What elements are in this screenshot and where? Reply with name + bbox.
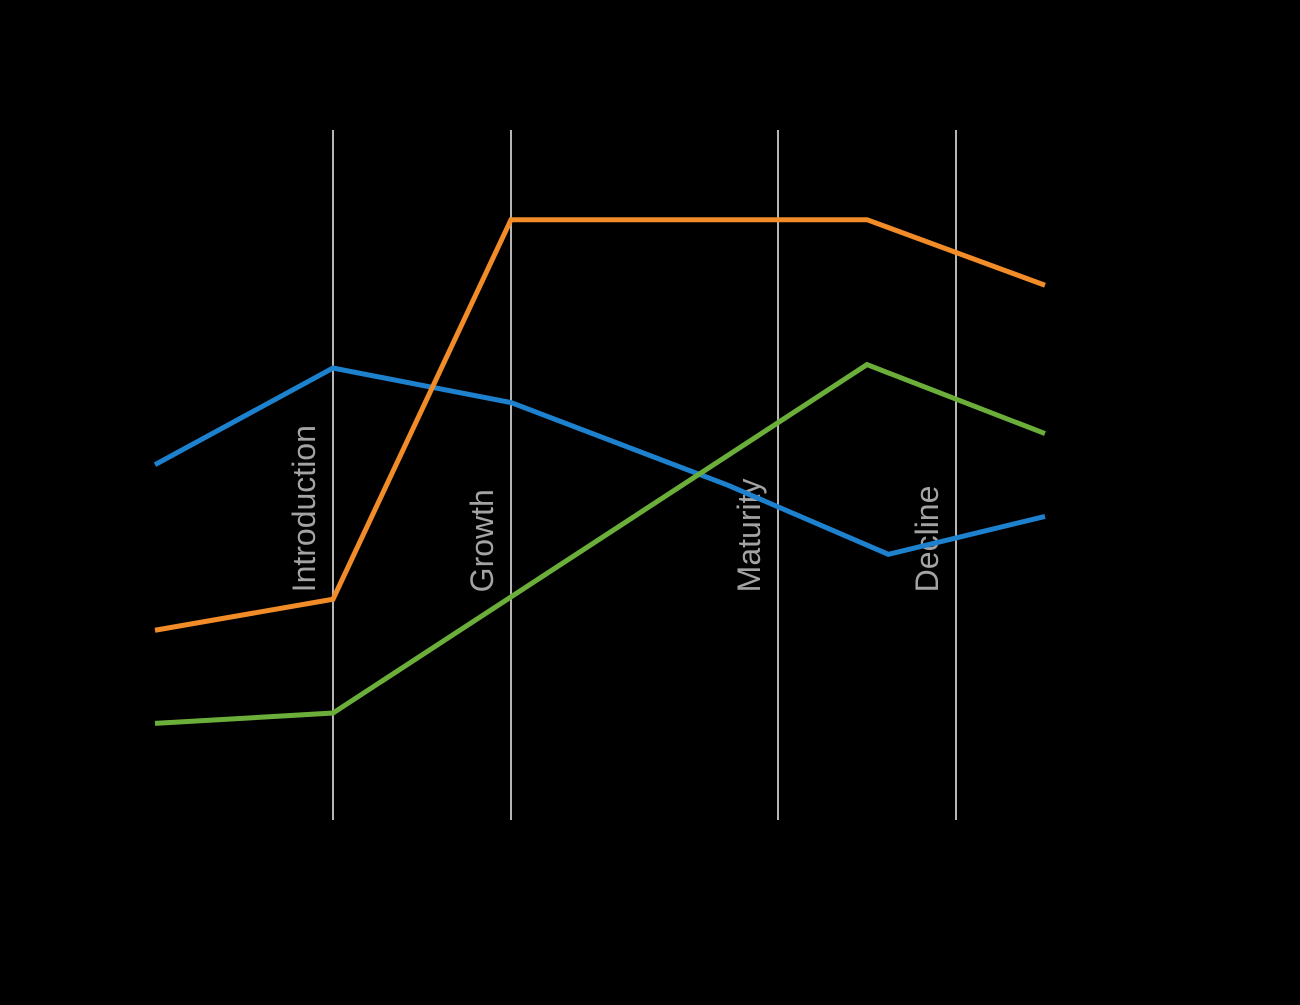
stage-label: Introduction (286, 425, 322, 592)
stage-label: Growth (464, 489, 500, 592)
chart-svg: IntroductionGrowthMaturityDecline (0, 0, 1300, 1000)
stage-label: Decline (909, 486, 945, 593)
lifecycle-line-chart: IntroductionGrowthMaturityDecline (0, 0, 1300, 1005)
chart-background (0, 0, 1300, 1000)
